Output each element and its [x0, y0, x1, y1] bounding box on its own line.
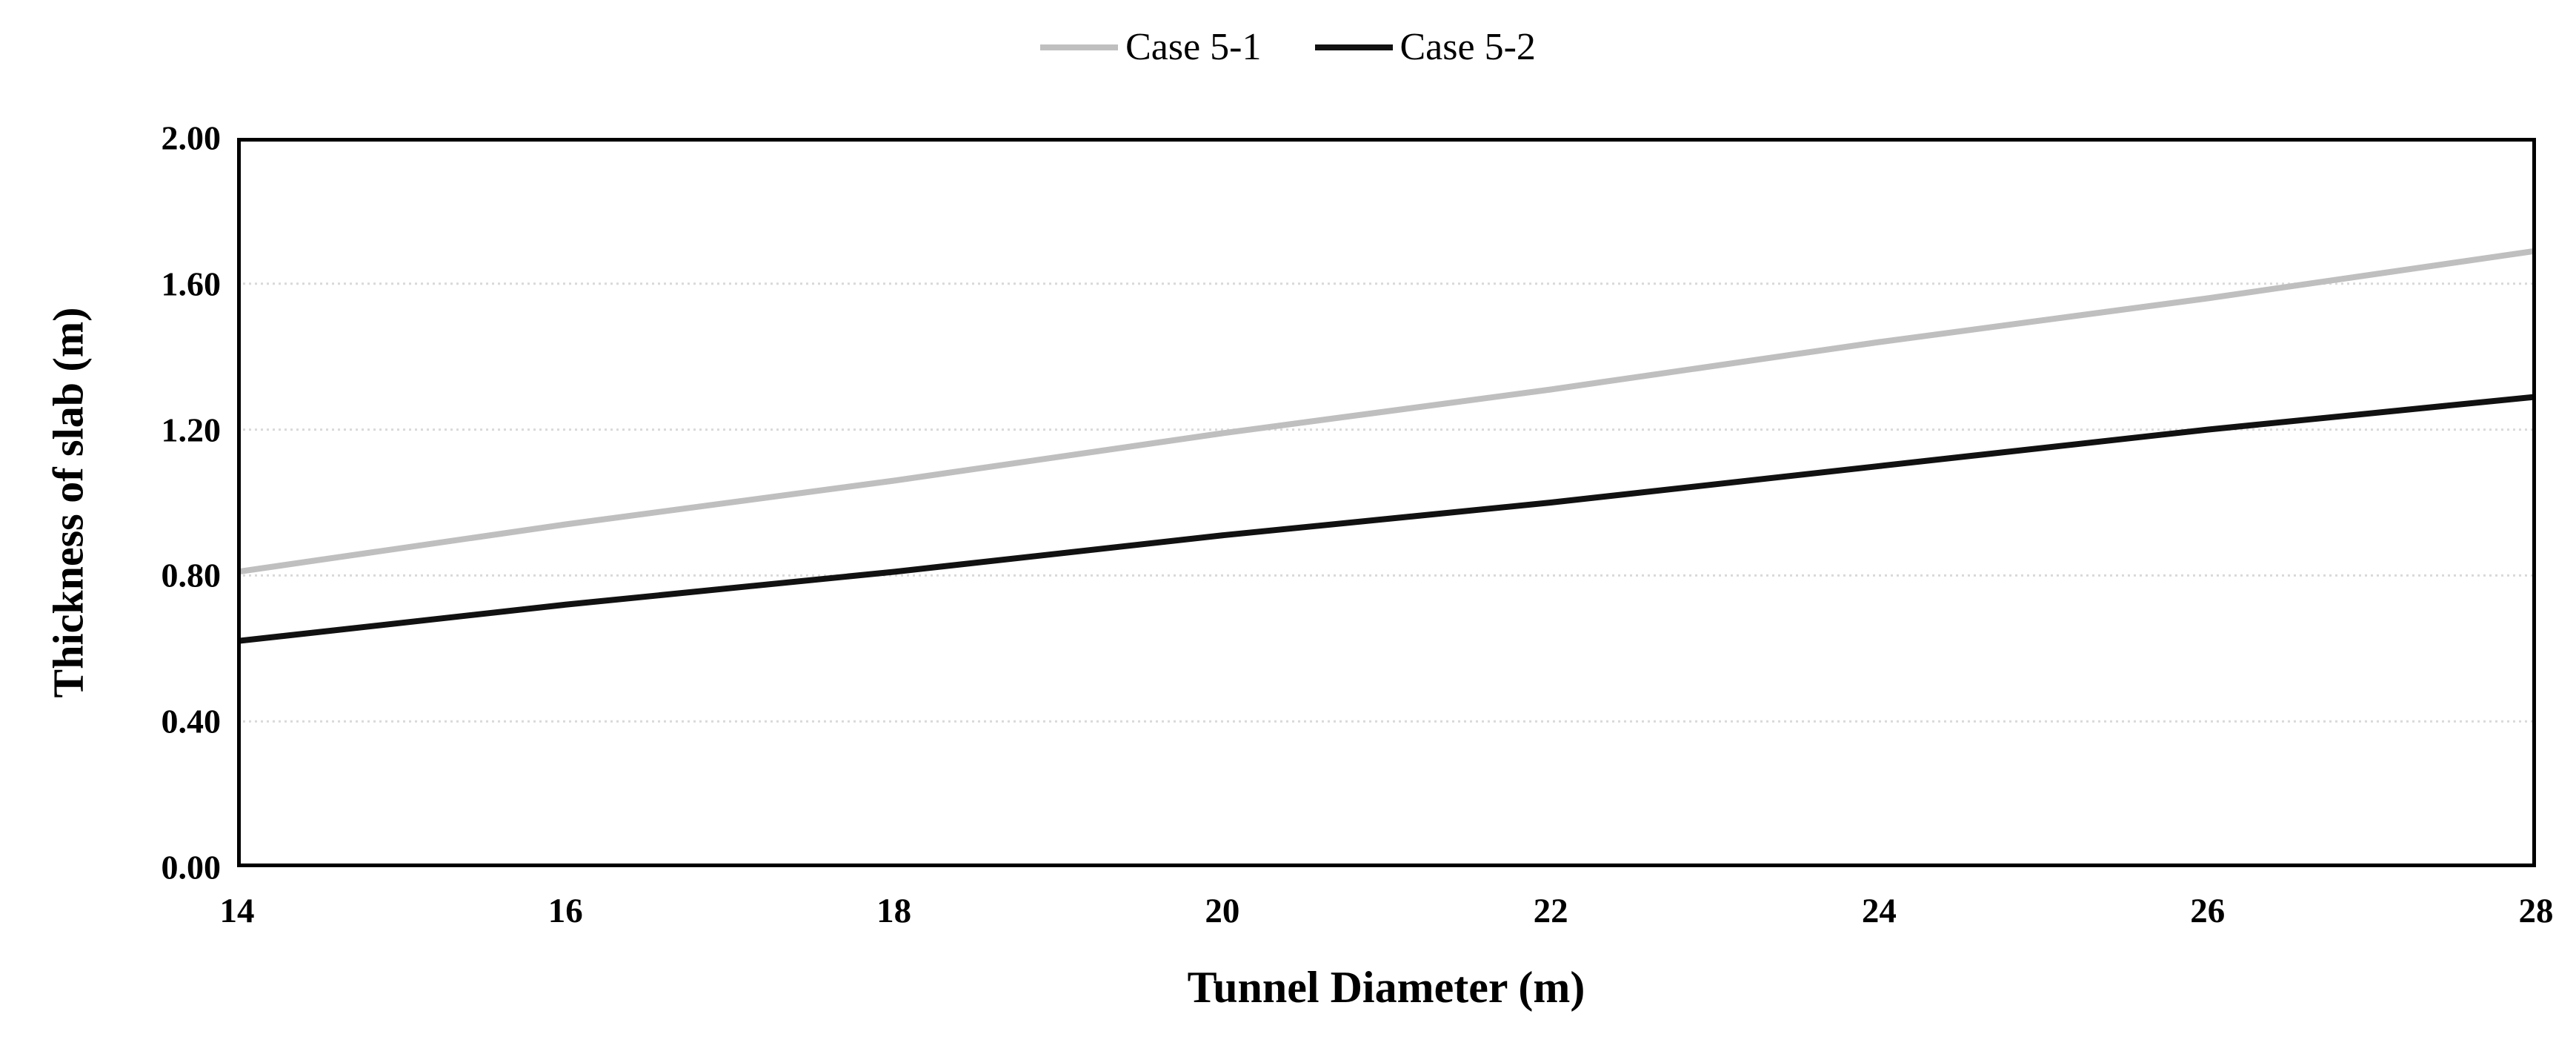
x-tick-label: 14	[219, 892, 255, 930]
x-tick-label: 20	[1205, 892, 1240, 930]
y-tick-label: 2.00	[161, 119, 222, 157]
y-tick-label: 0.40	[161, 702, 222, 740]
plot-svg	[237, 138, 2536, 867]
x-tick-label: 24	[1861, 892, 1897, 930]
legend-label-case-5-2: Case 5-2	[1400, 26, 1536, 68]
legend-item-case-5-1: Case 5-1	[1040, 22, 1262, 73]
x-tick-label: 16	[548, 892, 583, 930]
legend-item-case-5-2: Case 5-2	[1314, 22, 1536, 73]
legend: Case 5-1 Case 5-2	[0, 22, 2576, 73]
y-tick-label: 0.80	[161, 556, 222, 594]
plot-area	[237, 138, 2536, 867]
series-line-case-5-2	[237, 394, 2536, 644]
series-line-case-5-1	[237, 248, 2536, 575]
plot-border	[237, 138, 2536, 867]
x-tick-label: 18	[876, 892, 912, 930]
x-tick-label: 22	[1533, 892, 1568, 930]
legend-line-swatch-case-5-2	[1314, 44, 1393, 50]
legend-line-swatch-case-5-1	[1040, 44, 1119, 50]
y-tick-label: 1.20	[161, 411, 222, 449]
legend-label-case-5-1: Case 5-1	[1125, 26, 1262, 68]
x-tick-label: 28	[2518, 892, 2554, 930]
y-axis-title: Thickness of slab (m)	[44, 307, 93, 698]
x-axis-title: Tunnel Diameter (m)	[1187, 963, 1585, 1012]
y-tick-label: 0.00	[161, 848, 222, 886]
x-tick-label: 26	[2190, 892, 2226, 930]
y-tick-label: 1.60	[161, 265, 222, 303]
